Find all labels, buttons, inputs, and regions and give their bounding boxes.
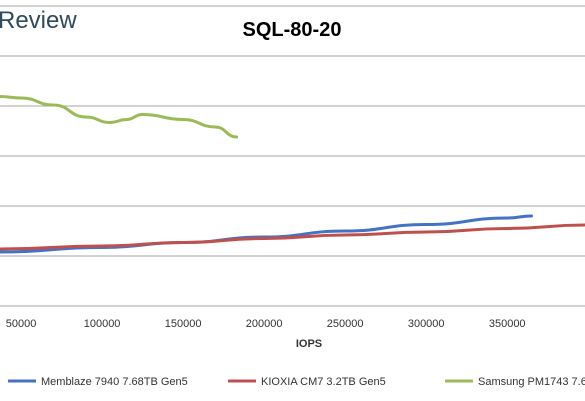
x-axis-ticks: 50000 100000 150000 200000 250000 300000 35000… xyxy=(6,318,526,330)
x-tick-label-3: 200000 xyxy=(246,318,283,330)
x-tick-label-0: 50000 xyxy=(6,318,37,330)
series-line-1 xyxy=(0,223,585,251)
x-tick-label-1: 100000 xyxy=(84,318,121,330)
legend-label-0: Memblaze 7940 7.68TB Gen5 xyxy=(41,376,188,388)
x-tick-label-4: 250000 xyxy=(327,318,364,330)
grid-lines xyxy=(0,5,585,307)
x-tick-label-6: 350000 xyxy=(489,318,526,330)
legend-label-1: KIOXIA CM7 3.2TB Gen5 xyxy=(261,376,386,388)
x-tick-label-5: 300000 xyxy=(408,318,445,330)
x-axis-label: IOPS xyxy=(296,338,322,350)
brand-logo-text: Review xyxy=(0,7,77,34)
plot-series xyxy=(0,95,585,254)
x-tick-label-2: 150000 xyxy=(165,318,202,330)
chart-title: SQL-80-20 xyxy=(243,19,342,41)
legend-label-2: Samsung PM1743 7.68TB xyxy=(478,376,585,388)
legend: Memblaze 7940 7.68TB Gen5 KIOXIA CM7 3.2T… xyxy=(8,376,585,388)
series-line-2 xyxy=(0,95,239,139)
